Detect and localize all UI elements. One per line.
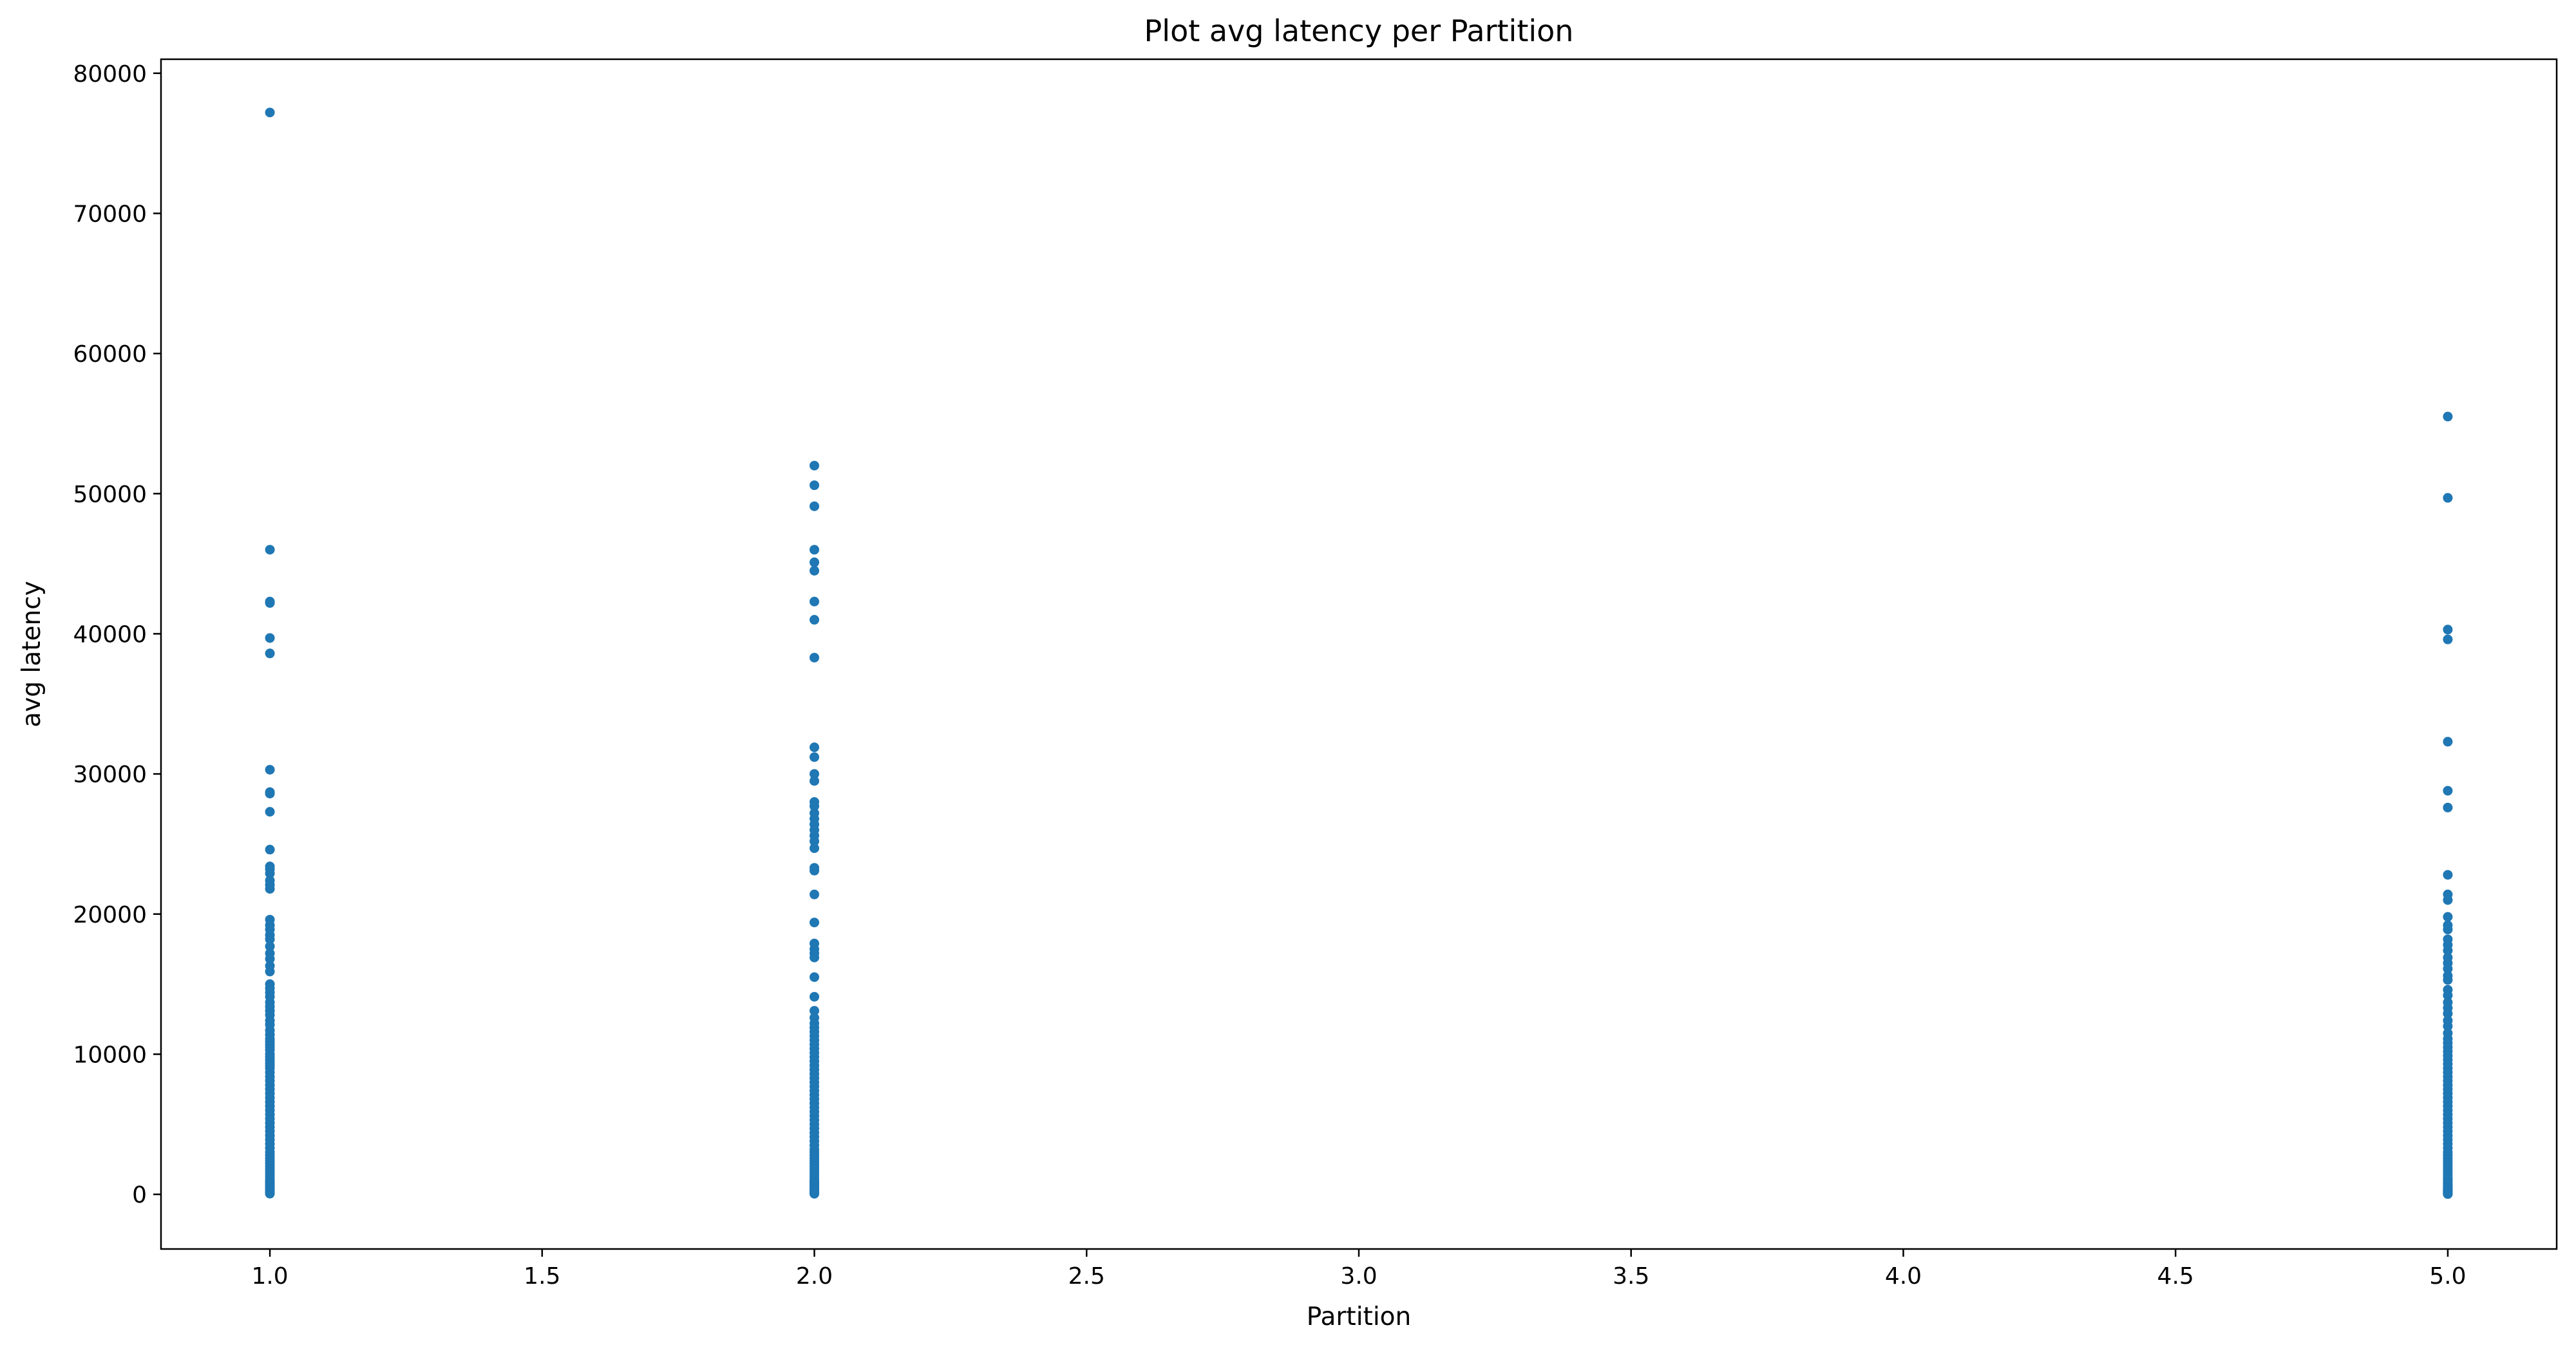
data-point xyxy=(810,843,820,853)
data-point xyxy=(2443,912,2453,922)
data-point xyxy=(265,845,275,855)
data-point xyxy=(265,884,275,894)
data-point xyxy=(810,615,820,625)
data-point xyxy=(810,742,820,753)
data-point xyxy=(2443,870,2453,880)
y-tick-label: 30000 xyxy=(73,762,147,788)
data-point xyxy=(2443,1189,2453,1199)
data-point xyxy=(810,752,820,762)
data-point xyxy=(265,765,275,775)
data-point xyxy=(265,648,275,659)
data-point xyxy=(265,108,275,118)
y-tick-label: 20000 xyxy=(73,902,147,928)
y-tick-label: 80000 xyxy=(73,61,147,88)
data-point xyxy=(810,769,820,779)
data-point xyxy=(2443,634,2453,644)
x-axis-label: Partition xyxy=(1307,1302,1412,1331)
data-point xyxy=(265,953,275,964)
data-point xyxy=(265,868,275,879)
data-point xyxy=(2443,802,2453,812)
data-point xyxy=(810,865,820,876)
x-tick-label: 2.0 xyxy=(796,1263,833,1290)
data-point xyxy=(2443,785,2453,796)
x-tick-label: 2.5 xyxy=(1068,1263,1105,1290)
x-axis-ticks: 1.0 1.5 2.0 2.5 3.0 3.5 4.0 4.5 5.0 xyxy=(251,1249,2467,1290)
data-point xyxy=(2443,964,2453,974)
data-point xyxy=(2443,895,2453,905)
data-point xyxy=(2443,737,2453,747)
data-point xyxy=(2443,624,2453,635)
y-tick-label: 0 xyxy=(132,1182,147,1208)
data-point xyxy=(265,1188,275,1199)
data-point xyxy=(810,776,820,786)
y-tick-label: 40000 xyxy=(73,621,147,648)
data-point xyxy=(2443,975,2453,985)
x-tick-label: 5.0 xyxy=(2429,1263,2466,1290)
y-tick-label: 70000 xyxy=(73,201,147,227)
data-point xyxy=(2443,1021,2453,1031)
data-point xyxy=(2443,945,2453,955)
data-point xyxy=(2443,411,2453,422)
x-tick-label: 3.0 xyxy=(1340,1263,1377,1290)
data-point xyxy=(810,1188,820,1199)
data-point xyxy=(810,565,820,576)
data-point xyxy=(810,889,820,899)
data-point xyxy=(265,545,275,555)
y-tick-label: 60000 xyxy=(73,341,147,368)
chart-title: Plot avg latency per Partition xyxy=(1144,14,1574,48)
data-point xyxy=(810,952,820,962)
data-point xyxy=(265,941,275,952)
data-point xyxy=(265,934,275,944)
data-point xyxy=(265,598,275,608)
data-point xyxy=(810,836,820,847)
data-point xyxy=(810,991,820,1002)
data-point xyxy=(2443,1008,2453,1019)
y-axis-ticks: 0 10000 20000 30000 40000 50000 60000 70000 8000… xyxy=(73,61,161,1208)
data-point xyxy=(265,966,275,977)
y-tick-label: 50000 xyxy=(73,482,147,508)
data-point xyxy=(810,917,820,928)
data-point xyxy=(2443,493,2453,503)
x-tick-label: 1.5 xyxy=(524,1263,560,1290)
x-tick-label: 4.5 xyxy=(2157,1263,2194,1290)
data-point xyxy=(810,652,820,662)
data-point xyxy=(265,633,275,643)
data-point xyxy=(2443,925,2453,935)
data-point xyxy=(265,789,275,799)
y-tick-label: 10000 xyxy=(73,1042,147,1068)
data-point xyxy=(2443,990,2453,1000)
data-point xyxy=(810,501,820,511)
data-point xyxy=(810,545,820,555)
data-point xyxy=(810,972,820,982)
data-points xyxy=(265,108,2453,1199)
data-point xyxy=(810,480,820,491)
x-tick-label: 3.5 xyxy=(1613,1263,1649,1290)
data-point xyxy=(265,807,275,817)
data-point xyxy=(810,460,820,471)
data-point xyxy=(810,1006,820,1016)
y-axis-label: avg latency xyxy=(17,581,46,727)
x-tick-label: 4.0 xyxy=(1885,1263,1922,1290)
data-point xyxy=(810,557,820,567)
x-tick-label: 1.0 xyxy=(251,1263,288,1290)
data-point xyxy=(810,596,820,606)
data-point xyxy=(810,801,820,811)
